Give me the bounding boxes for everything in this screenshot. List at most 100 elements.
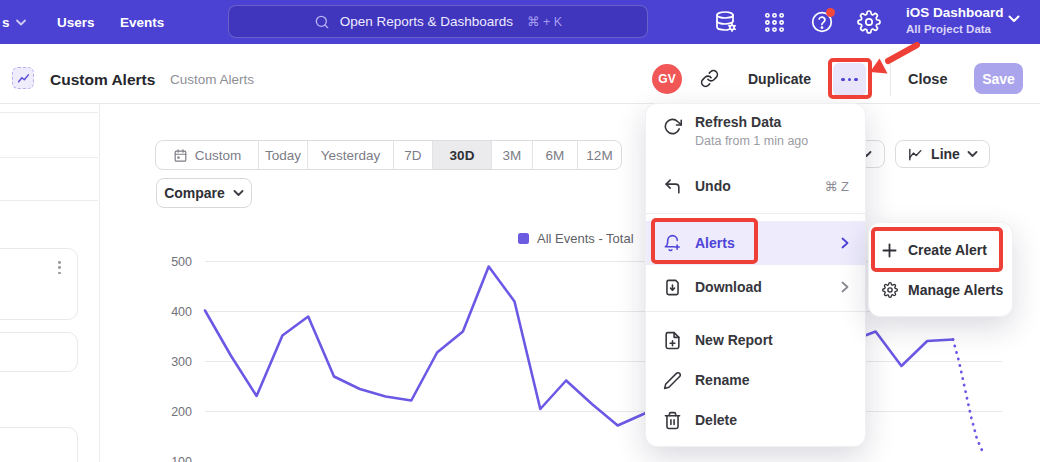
alerts-submenu: Create Alert Manage Alerts: [868, 222, 1013, 317]
mixpanel-dashboard-app: s Users Events Open Reports & Dashboards…: [0, 0, 1040, 462]
search-icon: [314, 14, 330, 30]
sidebar-card[interactable]: [0, 427, 78, 462]
legend-label: All Events - Total: [537, 231, 634, 246]
sidebar-card[interactable]: [0, 332, 78, 372]
range-30d-selected[interactable]: 30D: [432, 141, 491, 169]
menu-item-undo[interactable]: Undo ⌘ Z: [646, 166, 865, 206]
kebab-menu-icon[interactable]: [58, 261, 61, 274]
chart-legend: All Events - Total: [518, 231, 634, 246]
shortcut-hint: ⌘ Z: [824, 179, 849, 194]
report-type-icon: [12, 67, 34, 89]
report-header: Custom Alerts Custom Alerts GV Duplicate…: [0, 44, 1040, 104]
rename-pencil-icon: [662, 370, 682, 390]
delete-trash-icon: [662, 410, 682, 430]
menu-item-alerts[interactable]: Alerts: [646, 221, 865, 265]
nav-item-partial[interactable]: s: [2, 0, 26, 44]
sidebar-card[interactable]: [0, 248, 78, 320]
project-name: iOS Dashboard: [906, 4, 1004, 22]
breadcrumb: Custom Alerts: [170, 72, 254, 87]
chevron-down-icon: [233, 190, 244, 197]
search-input[interactable]: Open Reports & Dashboards ⌘ + K: [228, 5, 648, 38]
divider: [0, 200, 98, 201]
more-options-button[interactable]: [833, 63, 866, 96]
new-report-icon: [662, 330, 682, 350]
divider: [0, 157, 98, 158]
divider: [890, 62, 891, 96]
menu-item-rename[interactable]: Rename: [646, 360, 865, 400]
help-icon[interactable]: [809, 9, 835, 35]
search-shortcut: ⌘ + K: [527, 14, 562, 29]
range-3m[interactable]: 3M: [491, 141, 532, 169]
save-button[interactable]: Save: [974, 63, 1023, 94]
compare-button[interactable]: Compare: [156, 178, 252, 208]
apps-grid-icon[interactable]: [761, 9, 787, 35]
menu-label: Undo: [695, 178, 731, 194]
project-chevron-icon[interactable]: [1008, 15, 1020, 23]
range-12m[interactable]: 12M: [577, 141, 621, 169]
forecast-dotted-line: [953, 340, 983, 453]
range-today[interactable]: Today: [258, 141, 307, 169]
submenu-chevron-icon: [841, 237, 849, 249]
y-axis-label: 400: [171, 305, 192, 319]
top-navbar: s Users Events Open Reports & Dashboards…: [0, 0, 1040, 44]
chart-type-dropdown[interactable]: Line: [895, 140, 990, 168]
share-link-icon[interactable]: [700, 69, 719, 88]
menu-label: Alerts: [695, 235, 735, 251]
submenu-label: Create Alert: [908, 242, 987, 258]
notification-dot: [826, 8, 835, 17]
page-title: Custom Alerts: [50, 71, 155, 89]
nav-item-events[interactable]: Events: [120, 0, 164, 44]
alert-bell-icon: [662, 233, 682, 253]
menu-item-new-report[interactable]: New Report: [646, 320, 865, 360]
range-6m[interactable]: 6M: [532, 141, 577, 169]
divider: [0, 112, 98, 113]
menu-label: New Report: [695, 332, 773, 348]
refresh-icon: [662, 116, 682, 136]
y-axis-label: 200: [171, 405, 192, 419]
report-actions-menu: Refresh Data Data from 1 min ago Undo ⌘ …: [645, 103, 866, 447]
chevron-down-icon: [967, 151, 978, 158]
duplicate-button[interactable]: Duplicate: [748, 71, 811, 87]
menu-item-refresh-data[interactable]: Refresh Data Data from 1 min ago: [646, 114, 865, 158]
calendar-icon: [173, 148, 188, 163]
chevron-down-icon: [16, 19, 26, 26]
submenu-item-manage-alerts[interactable]: Manage Alerts: [869, 270, 1012, 310]
menu-item-delete[interactable]: Delete: [646, 400, 865, 440]
line-chart-icon: [907, 146, 924, 163]
project-switcher[interactable]: iOS Dashboard All Project Data: [906, 4, 1004, 36]
range-label: Custom: [195, 148, 242, 163]
submenu-chevron-icon: [841, 281, 849, 293]
nav-item-users[interactable]: Users: [57, 0, 95, 44]
project-scope: All Project Data: [906, 22, 1004, 37]
y-axis-label: 500: [171, 255, 192, 269]
range-custom[interactable]: Custom: [156, 141, 258, 169]
search-placeholder: Open Reports & Dashboards: [340, 14, 513, 29]
date-range-control: Custom Today Yesterday 7D 30D 3M 6M 12M: [155, 140, 622, 170]
divider: [646, 213, 865, 214]
y-axis-label: 300: [171, 355, 192, 369]
menu-label: Rename: [695, 372, 749, 388]
settings-gear-icon[interactable]: [856, 9, 882, 35]
range-7d[interactable]: 7D: [393, 141, 432, 169]
menu-label: Refresh Data: [695, 114, 808, 130]
submenu-item-create-alert[interactable]: Create Alert: [869, 230, 1012, 270]
menu-item-download[interactable]: Download: [646, 265, 865, 309]
range-yesterday[interactable]: Yesterday: [307, 141, 393, 169]
left-sidebar: [0, 103, 100, 462]
divider: [646, 311, 865, 312]
plus-icon: [881, 242, 898, 259]
compare-label: Compare: [164, 185, 225, 201]
nav-partial-label: s: [2, 15, 10, 30]
legend-swatch: [518, 233, 529, 244]
close-button[interactable]: Close: [908, 71, 948, 87]
data-management-icon[interactable]: [713, 9, 739, 35]
submenu-label: Manage Alerts: [908, 282, 1003, 298]
download-icon: [662, 277, 682, 297]
refresh-subtitle: Data from 1 min ago: [695, 134, 808, 148]
menu-label: Delete: [695, 412, 737, 428]
avatar[interactable]: GV: [652, 64, 682, 94]
chart-type-label: Line: [931, 146, 960, 162]
undo-icon: [662, 176, 682, 196]
menu-label: Download: [695, 279, 762, 295]
y-axis-label: 100: [171, 455, 192, 462]
